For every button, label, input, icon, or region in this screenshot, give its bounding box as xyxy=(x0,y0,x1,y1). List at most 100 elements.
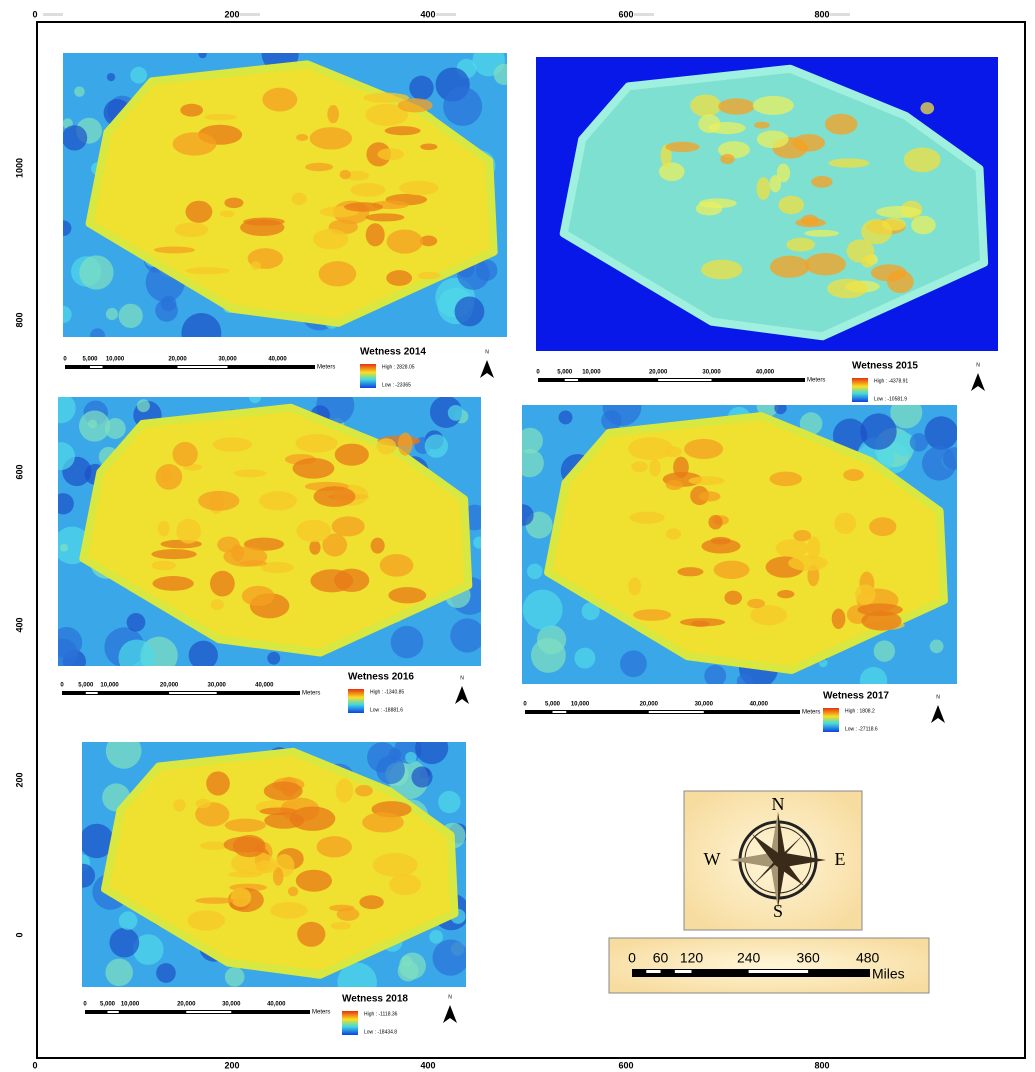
wet-spot xyxy=(173,799,186,811)
speckle xyxy=(249,391,261,403)
wet-spot xyxy=(206,771,230,795)
scale-label: 0 xyxy=(60,683,64,689)
scale-unit: Meters xyxy=(807,378,825,384)
speckle xyxy=(411,766,432,787)
wet-spot xyxy=(242,586,275,606)
wet-spot xyxy=(309,540,320,554)
wet-spot xyxy=(220,210,235,217)
legend-ramp xyxy=(852,378,868,402)
speckle xyxy=(620,650,647,677)
wet-spot xyxy=(388,587,426,603)
wet-spot xyxy=(371,538,385,554)
scale-label: 10,000 xyxy=(106,357,125,363)
legend-title: Wetness 2014 xyxy=(360,347,426,358)
speckle xyxy=(267,652,280,665)
wet-spot xyxy=(708,515,722,530)
raster-body xyxy=(536,57,998,351)
legend-ramp xyxy=(360,364,376,388)
legend-low: Low : -23365 xyxy=(382,382,411,388)
map-raster xyxy=(512,387,965,694)
miles-label: 480 xyxy=(856,950,880,966)
north-arrow xyxy=(971,373,985,391)
wet-spot xyxy=(747,599,765,608)
speckle xyxy=(432,940,468,976)
miles-bar-gap xyxy=(749,970,809,973)
speckle xyxy=(376,756,405,785)
wet-spot xyxy=(630,512,665,524)
wet-spot xyxy=(387,229,423,253)
speckle xyxy=(47,442,75,470)
speckle xyxy=(106,308,118,320)
wet-spot xyxy=(708,122,745,134)
wet-spot xyxy=(204,114,237,120)
speckle xyxy=(46,393,76,423)
wet-spot xyxy=(296,520,331,543)
wet-spot xyxy=(832,609,846,629)
wet-spot xyxy=(337,908,360,921)
scale-label: 10,000 xyxy=(100,683,119,689)
speckle xyxy=(455,297,485,327)
top-tick-label: 0 xyxy=(32,9,37,19)
bottom-tick-label: 200 xyxy=(224,1060,239,1070)
bottom-tick-label: 0 xyxy=(32,1060,37,1070)
wet-spot xyxy=(319,261,357,286)
north-label: N xyxy=(936,694,940,700)
speckle xyxy=(88,419,97,428)
speckle xyxy=(704,665,726,687)
wet-spot xyxy=(887,270,914,293)
wet-spot xyxy=(701,539,740,554)
wet-spot xyxy=(718,98,754,114)
wet-spot xyxy=(920,102,934,114)
wet-spot xyxy=(788,555,828,570)
scale-label: 0 xyxy=(536,370,540,376)
scale-bar-gap xyxy=(649,711,704,713)
miles-bar-gap xyxy=(675,970,692,973)
speckle xyxy=(156,963,176,983)
wet-spot xyxy=(757,177,771,200)
speckle xyxy=(118,639,154,675)
wet-spot xyxy=(213,437,253,451)
wet-spot xyxy=(855,584,876,605)
legend-low: Low : -10581.9 xyxy=(874,396,907,402)
wet-spot xyxy=(210,571,235,597)
speckle xyxy=(399,952,426,979)
speckle xyxy=(516,449,544,477)
wet-spot xyxy=(234,470,267,478)
legend-ramp xyxy=(342,1011,358,1035)
north-arrow xyxy=(443,1005,457,1023)
wet-spot xyxy=(805,253,846,275)
tick-bar xyxy=(436,13,456,16)
compass-e: E xyxy=(835,849,846,869)
speckle xyxy=(930,639,944,653)
scale-bar-gap xyxy=(658,379,711,381)
speckle xyxy=(106,733,142,769)
wet-spot xyxy=(313,229,348,250)
legend-title: Wetness 2016 xyxy=(348,672,414,683)
map-layout: N E S W 02004006008000200400600800020040… xyxy=(0,0,1035,1072)
scale-label: 10,000 xyxy=(582,370,601,376)
wet-spot xyxy=(869,517,896,536)
left-tick-label: 800 xyxy=(14,312,24,327)
wet-spot xyxy=(688,476,724,485)
wet-spot xyxy=(876,206,921,218)
wet-spot xyxy=(778,196,804,214)
speckle xyxy=(181,313,221,353)
wet-spot xyxy=(399,181,439,195)
left-tick-label: 1000 xyxy=(14,158,24,178)
wet-spot xyxy=(827,279,867,299)
left-tick-label: 400 xyxy=(14,617,24,632)
speckle xyxy=(512,504,534,526)
wet-spot xyxy=(154,246,195,253)
wet-spot xyxy=(825,114,857,135)
top-tick-label: 600 xyxy=(618,9,633,19)
speckle xyxy=(874,640,895,661)
top-tick-label: 400 xyxy=(420,9,435,19)
wet-spot xyxy=(366,223,385,246)
wet-spot xyxy=(770,256,810,278)
wet-spot xyxy=(240,219,284,236)
speckle xyxy=(391,626,424,659)
wet-spot xyxy=(649,459,660,476)
scale-label: 10,000 xyxy=(571,702,590,708)
raster-body xyxy=(512,387,965,694)
wet-spot xyxy=(828,158,869,167)
